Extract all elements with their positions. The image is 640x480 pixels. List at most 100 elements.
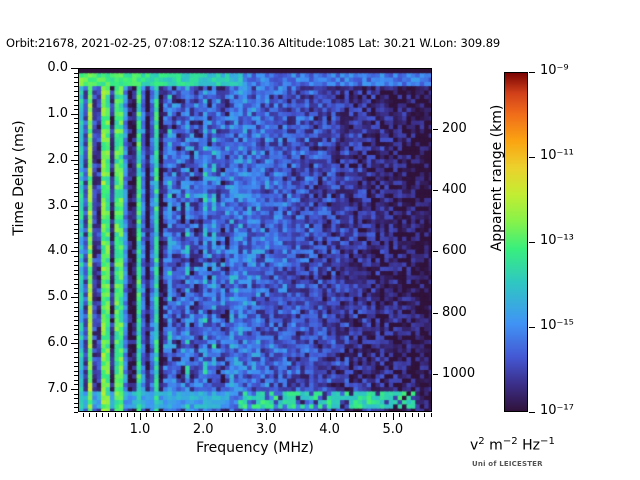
y-tick-label: 6.0 — [47, 335, 68, 351]
x-tick-minor — [285, 413, 287, 417]
x-tick-minor — [215, 413, 217, 417]
plot-title: Orbit:21678, 2021-02-25, 07:08:12 SZA:11… — [6, 36, 501, 50]
x-tick-minor — [171, 413, 173, 417]
y-tick-minor — [74, 191, 78, 193]
x-tick-minor — [399, 413, 401, 417]
x-tick-minor — [424, 413, 426, 417]
y-tick-minor — [74, 334, 78, 336]
x-tick-minor — [152, 413, 154, 417]
colorbar-tick — [529, 72, 535, 73]
y-tick-minor — [74, 127, 78, 129]
y-tick-label: 4.0 — [47, 243, 68, 259]
y-tick-major — [71, 159, 78, 161]
x-tick-minor — [114, 413, 116, 417]
x-tick-label: 3.0 — [256, 422, 277, 437]
y-tick-minor — [74, 320, 78, 322]
ionogram-heatmap — [78, 68, 432, 412]
x-axis: 1.0 2.0 3.0 4.0 5.0 — [0, 413, 640, 453]
x-tick-minor — [89, 413, 91, 417]
x-tick-minor — [380, 413, 382, 417]
x-tick-minor — [323, 413, 325, 417]
y-tick-minor — [74, 375, 78, 377]
y-tick-minor — [74, 412, 78, 413]
y-tick-minor — [74, 315, 78, 317]
colorbar-unit-label: v2 m−2 Hz−1 — [470, 436, 555, 454]
x-tick-minor — [291, 413, 293, 417]
y-tick-minor — [74, 265, 78, 267]
y-tick-minor — [74, 274, 78, 276]
y-tick-label: 2.0 — [47, 151, 68, 167]
colorbar-tick-label: 10⁻¹³ — [540, 233, 574, 248]
y-tick-minor — [74, 95, 78, 97]
y-tick-minor — [74, 233, 78, 235]
secondary-y-tick-label: 800 — [442, 304, 467, 320]
x-tick-minor — [342, 413, 344, 417]
secondary-y-tick-label: 600 — [442, 243, 467, 259]
x-tick-major — [266, 413, 268, 420]
x-tick-label: 5.0 — [382, 422, 404, 437]
x-tick-minor — [386, 413, 388, 417]
y-tick-major — [71, 297, 78, 299]
y-tick-major — [71, 343, 78, 345]
x-tick-minor — [354, 413, 356, 417]
colorbar — [504, 72, 528, 412]
x-tick-minor — [234, 413, 236, 417]
y-tick-minor — [74, 361, 78, 363]
y-tick-minor — [74, 118, 78, 120]
y-tick-minor — [74, 182, 78, 184]
x-tick-minor — [405, 413, 407, 417]
x-tick-minor — [133, 413, 135, 417]
colorbar-tick — [529, 327, 535, 328]
y-tick-major — [71, 251, 78, 253]
x-tick-minor — [367, 413, 369, 417]
x-tick-minor — [260, 413, 262, 417]
x-tick-minor — [108, 413, 110, 417]
colorbar-tick-label: 10⁻¹⁷ — [540, 403, 574, 418]
y-tick-minor — [74, 81, 78, 83]
colorbar-tick — [529, 242, 535, 243]
y-tick-minor — [74, 223, 78, 225]
y-tick-minor — [74, 256, 78, 258]
x-tick-minor — [418, 413, 420, 417]
y-tick-minor — [74, 196, 78, 198]
x-tick-minor — [272, 413, 274, 417]
y-tick-minor — [74, 132, 78, 134]
y-tick-minor — [74, 77, 78, 79]
y-tick-minor — [74, 366, 78, 368]
colorbar-tick-label: 10⁻¹⁵ — [540, 318, 574, 333]
secondary-y-tick-label: 1000 — [442, 365, 476, 381]
y-tick-minor — [74, 329, 78, 331]
y-axis-title: Time Delay (ms) — [11, 120, 27, 236]
y-tick-minor — [74, 260, 78, 262]
y-tick-label: 7.0 — [47, 381, 68, 397]
x-tick-label: 1.0 — [129, 422, 151, 437]
x-tick-minor — [348, 413, 350, 417]
y-tick-minor — [74, 219, 78, 221]
x-tick-minor — [190, 413, 192, 417]
y-tick-minor — [74, 311, 78, 313]
colorbar-axis: 10⁻⁹ 10⁻¹¹ 10⁻¹³ 10⁻¹⁵ 10⁻¹⁷ — [529, 0, 629, 480]
y-tick-minor — [74, 141, 78, 143]
y-tick-minor — [74, 370, 78, 372]
y-tick-minor — [74, 72, 78, 74]
secondary-y-tick — [433, 190, 438, 192]
x-tick-major — [329, 413, 331, 420]
x-tick-minor — [241, 413, 243, 417]
x-tick-minor — [228, 413, 230, 417]
x-tick-minor — [297, 413, 299, 417]
x-tick-minor — [335, 413, 337, 417]
colorbar-tick — [529, 412, 535, 413]
x-tick-minor — [304, 413, 306, 417]
x-tick-label: 2.0 — [192, 422, 214, 437]
y-tick-minor — [74, 393, 78, 395]
x-tick-minor — [222, 413, 224, 417]
y-tick-minor — [74, 145, 78, 147]
secondary-y-tick — [433, 312, 438, 314]
x-tick-major — [139, 413, 141, 420]
x-tick-minor — [361, 413, 363, 417]
y-tick-minor — [74, 237, 78, 239]
y-tick-minor — [74, 407, 78, 409]
y-tick-minor — [74, 228, 78, 230]
heatmap-canvas — [79, 69, 431, 411]
y-tick-minor — [74, 246, 78, 248]
